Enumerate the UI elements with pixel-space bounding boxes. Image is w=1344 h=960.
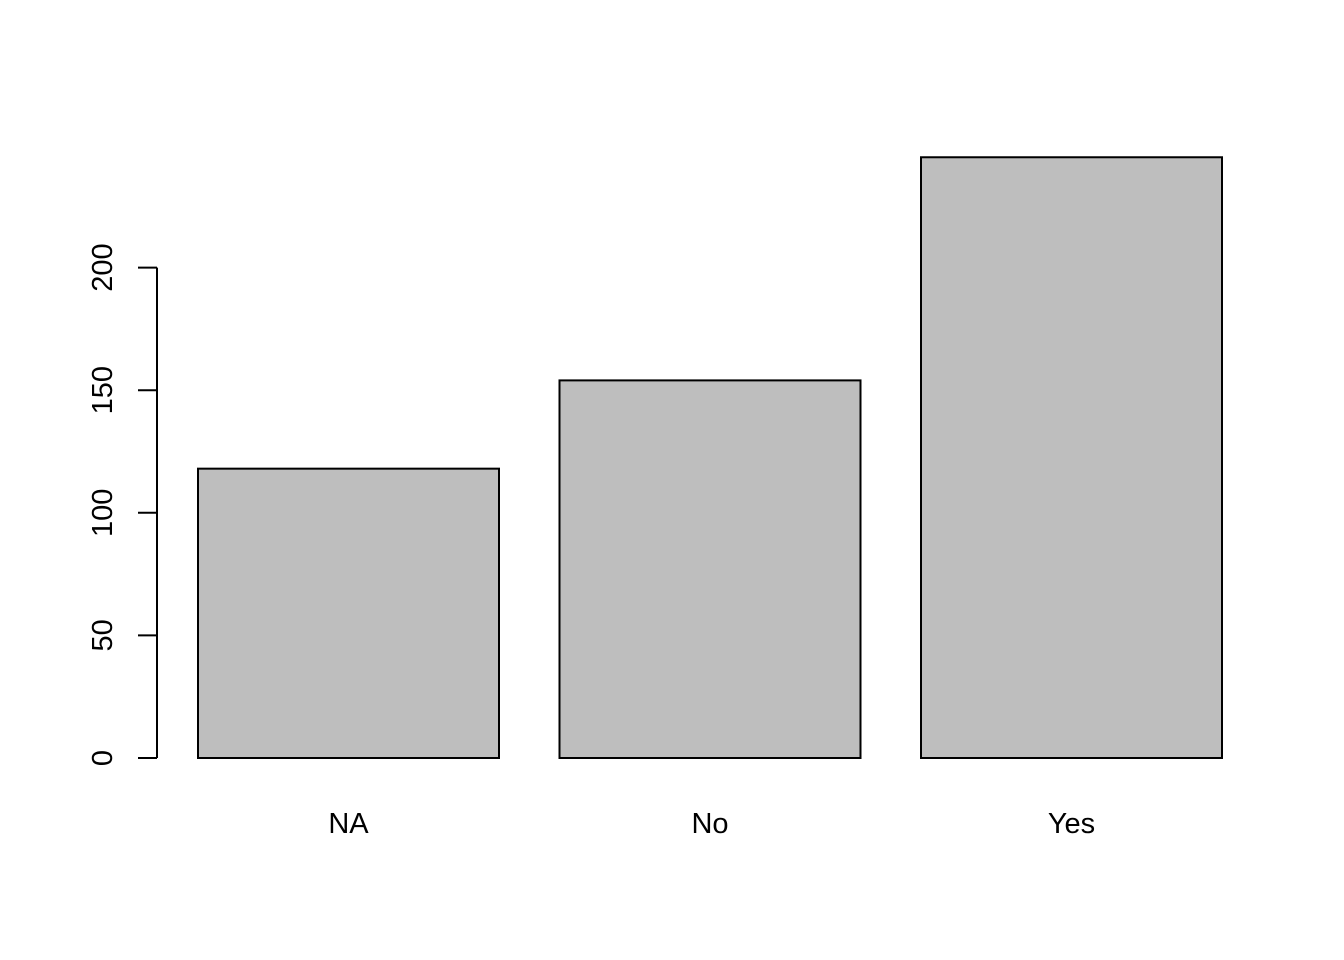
bar-na bbox=[197, 467, 500, 759]
x-axis-labels: NA No Yes bbox=[328, 808, 1095, 840]
x-category-label: NA bbox=[328, 808, 369, 840]
y-tick-label: 50 bbox=[87, 619, 119, 651]
bar-yes bbox=[920, 156, 1223, 759]
y-tick-label: 0 bbox=[87, 750, 119, 766]
bars-group bbox=[197, 156, 1223, 759]
y-axis: 0 50 100 150 200 bbox=[87, 243, 158, 766]
y-tick-label: 150 bbox=[87, 366, 119, 414]
x-category-label: Yes bbox=[1048, 808, 1095, 840]
x-category-label: No bbox=[691, 808, 728, 840]
y-tick-label: 100 bbox=[87, 489, 119, 537]
y-tick-label: 200 bbox=[87, 243, 119, 291]
bar-no bbox=[558, 379, 862, 759]
